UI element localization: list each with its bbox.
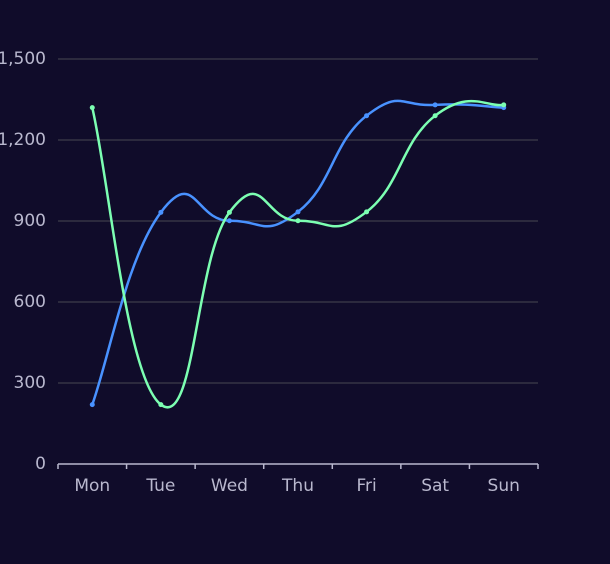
y-tick-label: 1,500	[0, 49, 46, 69]
point	[226, 209, 232, 215]
y-tick-label: 0	[35, 454, 46, 474]
x-tick-label: Wed	[211, 476, 248, 496]
x-tick-label: Sat	[421, 476, 449, 496]
y-tick-label: 300	[14, 373, 46, 393]
point	[158, 402, 164, 408]
line-series	[91, 99, 504, 406]
line-series	[91, 99, 504, 409]
point	[226, 218, 232, 224]
point	[295, 209, 301, 215]
y-tick-label: 1,200	[0, 130, 46, 150]
point	[158, 209, 164, 215]
point	[89, 402, 95, 408]
y-tick-label: 600	[14, 292, 46, 312]
point	[432, 113, 438, 119]
x-tick-label: Mon	[74, 476, 110, 496]
x-tick-label: Thu	[281, 476, 314, 496]
point	[501, 102, 507, 108]
x-tick-label: Sun	[488, 476, 520, 496]
x-tick-label: Fri	[356, 476, 376, 496]
point	[364, 209, 370, 215]
point	[295, 218, 301, 224]
y-tick-label: 900	[14, 211, 46, 231]
point	[364, 113, 370, 119]
point	[432, 102, 438, 108]
point	[89, 105, 95, 111]
x-tick-label: Tue	[145, 476, 175, 496]
